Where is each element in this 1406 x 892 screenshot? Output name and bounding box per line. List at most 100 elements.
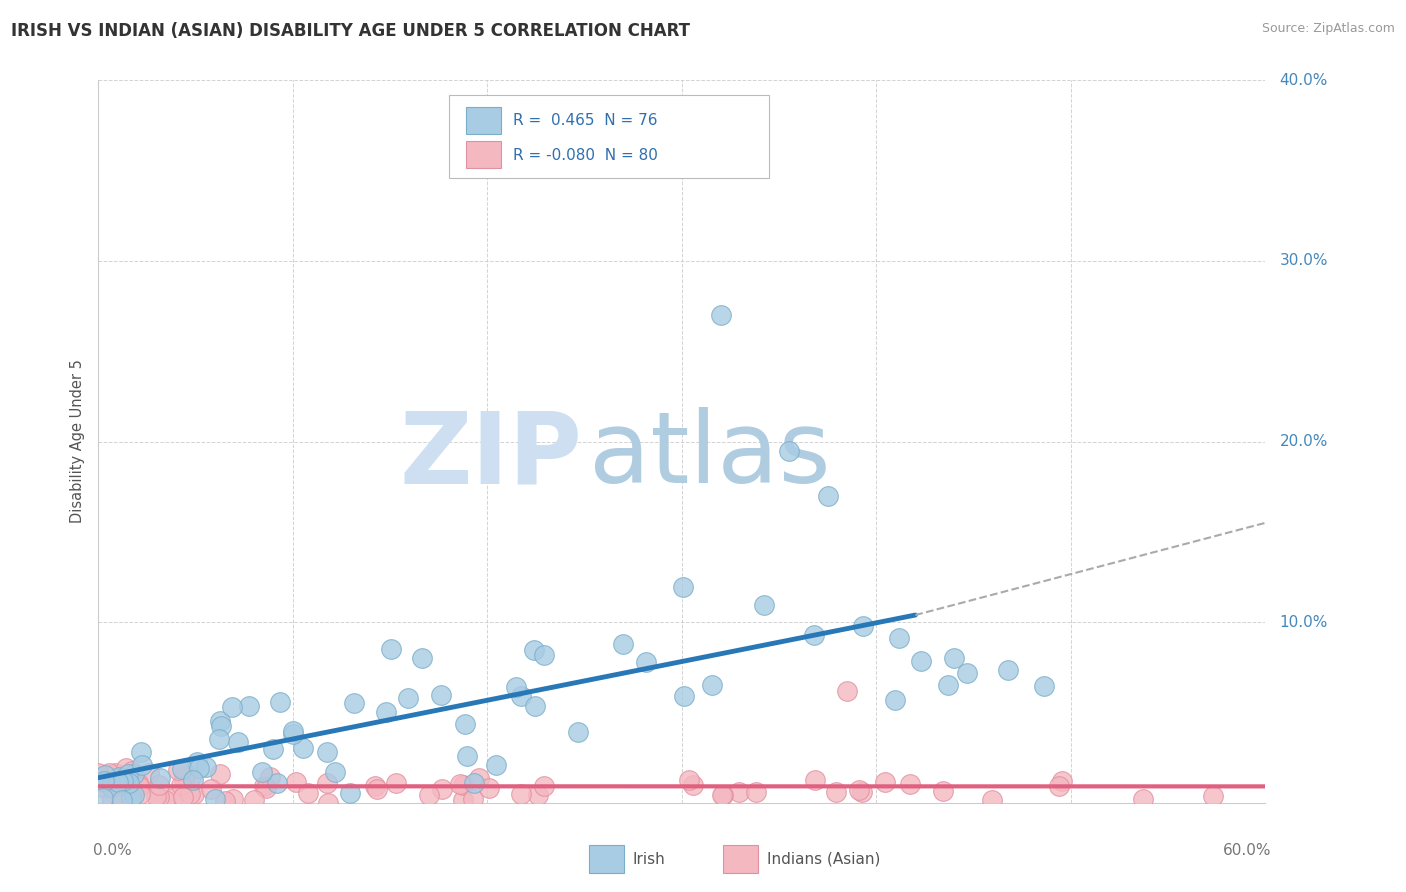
Point bbox=[281, 723, 304, 738]
Point bbox=[505, 680, 527, 694]
Point bbox=[186, 755, 208, 769]
Point bbox=[339, 786, 361, 800]
Point bbox=[200, 781, 222, 796]
Point bbox=[938, 678, 960, 692]
Point bbox=[254, 780, 277, 795]
Point bbox=[291, 741, 314, 756]
Point bbox=[209, 719, 232, 733]
Point bbox=[214, 794, 236, 808]
Point bbox=[898, 776, 921, 790]
Point bbox=[145, 789, 167, 804]
Point bbox=[430, 688, 453, 702]
Point bbox=[485, 757, 508, 772]
Point bbox=[98, 766, 121, 780]
Point bbox=[1032, 679, 1054, 693]
Point bbox=[463, 791, 485, 805]
Point bbox=[1050, 774, 1073, 789]
FancyBboxPatch shape bbox=[589, 846, 623, 873]
Point bbox=[167, 763, 190, 777]
Point bbox=[179, 770, 201, 784]
Point bbox=[316, 745, 339, 759]
Text: IRISH VS INDIAN (ASIAN) DISABILITY AGE UNDER 5 CORRELATION CHART: IRISH VS INDIAN (ASIAN) DISABILITY AGE U… bbox=[11, 22, 690, 40]
Text: atlas: atlas bbox=[589, 408, 830, 505]
Point bbox=[449, 777, 471, 791]
Point bbox=[411, 650, 433, 665]
Point bbox=[148, 778, 170, 792]
Point bbox=[111, 774, 134, 789]
Point bbox=[848, 782, 870, 797]
Text: R = -0.080  N = 80: R = -0.080 N = 80 bbox=[513, 148, 658, 163]
Point bbox=[509, 787, 531, 801]
Point bbox=[364, 780, 387, 794]
Point bbox=[711, 788, 734, 802]
Point bbox=[172, 762, 194, 776]
Point bbox=[259, 770, 281, 784]
Point bbox=[453, 793, 475, 807]
FancyBboxPatch shape bbox=[723, 846, 758, 873]
Point bbox=[194, 760, 217, 774]
Point bbox=[125, 779, 148, 793]
Point bbox=[173, 772, 195, 786]
Point bbox=[183, 787, 205, 801]
Point bbox=[93, 773, 115, 788]
Point bbox=[702, 678, 724, 692]
Point bbox=[316, 796, 339, 810]
Point bbox=[121, 764, 143, 778]
Point bbox=[91, 791, 114, 805]
Text: 30.0%: 30.0% bbox=[1279, 253, 1327, 268]
Point bbox=[997, 663, 1019, 677]
Point bbox=[526, 788, 548, 802]
Point bbox=[127, 776, 149, 790]
Point bbox=[728, 784, 751, 798]
Point bbox=[418, 788, 440, 802]
FancyBboxPatch shape bbox=[449, 95, 769, 178]
Text: 60.0%: 60.0% bbox=[1223, 843, 1271, 857]
Point bbox=[118, 776, 141, 790]
Point bbox=[523, 643, 546, 657]
Point bbox=[634, 655, 657, 669]
Point bbox=[932, 783, 955, 797]
Point bbox=[752, 598, 775, 612]
Point bbox=[149, 771, 172, 785]
Point bbox=[129, 745, 152, 759]
Point bbox=[672, 689, 695, 703]
Point bbox=[824, 785, 846, 799]
Text: R =  0.465  N = 76: R = 0.465 N = 76 bbox=[513, 113, 657, 128]
Point bbox=[804, 772, 827, 787]
Point bbox=[682, 779, 704, 793]
Text: Indians (Asian): Indians (Asian) bbox=[768, 852, 880, 867]
Point bbox=[432, 781, 454, 796]
Text: Source: ZipAtlas.com: Source: ZipAtlas.com bbox=[1261, 22, 1395, 36]
Point bbox=[451, 779, 474, 793]
Point bbox=[678, 773, 700, 788]
Point bbox=[129, 788, 152, 802]
Text: 20.0%: 20.0% bbox=[1279, 434, 1327, 449]
Point bbox=[711, 788, 734, 802]
Point bbox=[454, 717, 477, 731]
Point bbox=[153, 793, 176, 807]
Text: 40.0%: 40.0% bbox=[1279, 73, 1327, 87]
Point bbox=[710, 308, 733, 322]
Point bbox=[204, 791, 226, 805]
Point bbox=[87, 774, 110, 789]
Point bbox=[94, 781, 117, 796]
Point bbox=[285, 775, 308, 789]
Point bbox=[524, 698, 547, 713]
Point bbox=[910, 654, 932, 668]
Point bbox=[612, 637, 634, 651]
Text: 10.0%: 10.0% bbox=[1279, 615, 1327, 630]
Point bbox=[283, 727, 305, 741]
Text: Irish: Irish bbox=[633, 852, 665, 867]
Point bbox=[101, 793, 124, 807]
Point bbox=[956, 665, 979, 680]
Point bbox=[567, 725, 589, 739]
Point bbox=[943, 650, 966, 665]
Point bbox=[468, 771, 491, 785]
Point bbox=[242, 793, 264, 807]
Point bbox=[173, 768, 195, 782]
Point bbox=[222, 791, 245, 805]
Point bbox=[297, 786, 319, 800]
Point bbox=[238, 698, 260, 713]
Point bbox=[778, 443, 800, 458]
Point bbox=[533, 779, 555, 793]
